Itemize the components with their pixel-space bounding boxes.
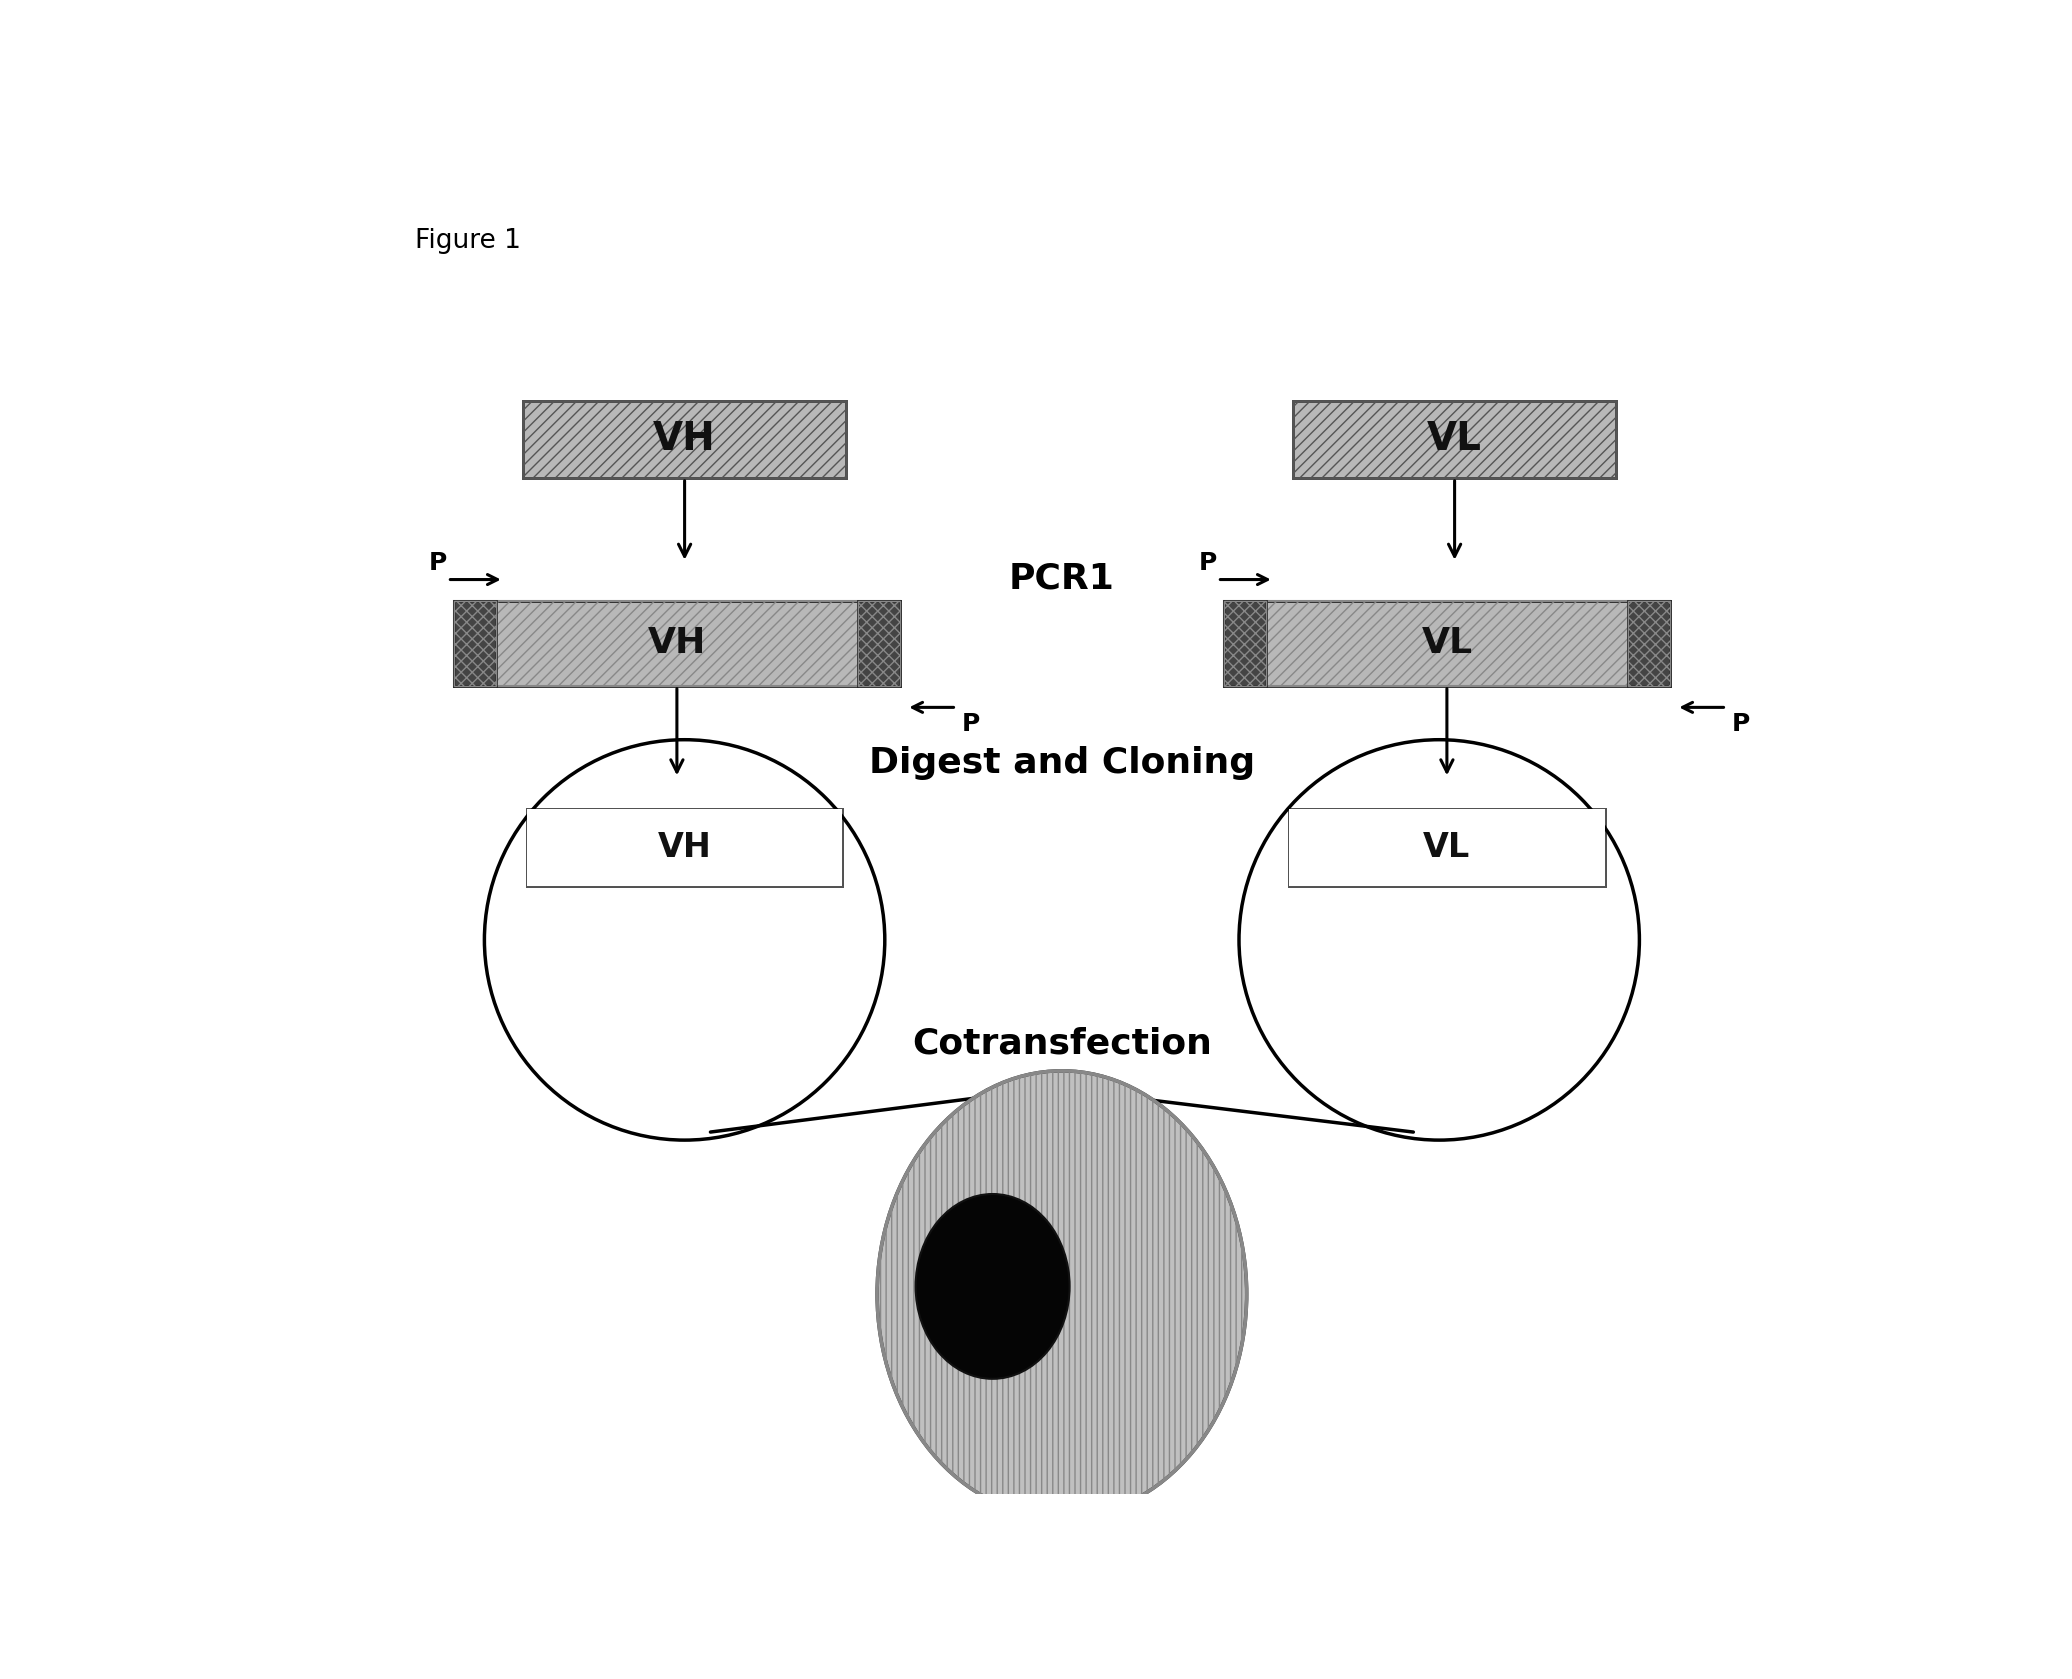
Bar — [522, 401, 845, 479]
Bar — [1225, 601, 1266, 685]
Ellipse shape — [916, 1194, 1069, 1378]
Bar — [522, 401, 845, 479]
Text: PCR1: PCR1 — [1009, 561, 1115, 594]
Bar — [454, 601, 495, 685]
Bar — [1289, 809, 1604, 887]
Bar — [1289, 809, 1604, 887]
Text: VH: VH — [649, 626, 707, 660]
Bar — [858, 601, 899, 685]
Text: VL: VL — [1423, 831, 1471, 865]
Text: Figure 1: Figure 1 — [414, 228, 520, 254]
Text: VH: VH — [653, 420, 717, 458]
Bar — [858, 601, 899, 685]
Bar — [1225, 601, 1670, 685]
Bar — [1225, 601, 1670, 685]
Text: Digest and Cloning: Digest and Cloning — [868, 745, 1256, 779]
Bar — [454, 601, 899, 685]
Bar — [526, 809, 843, 887]
Bar — [454, 601, 495, 685]
Text: VL: VL — [1421, 626, 1473, 660]
Bar — [1293, 401, 1616, 479]
Bar — [1225, 601, 1266, 685]
Bar — [526, 809, 843, 887]
Bar — [1293, 401, 1616, 479]
Bar — [1629, 601, 1670, 685]
Text: P: P — [1200, 551, 1218, 574]
Text: P: P — [429, 551, 448, 574]
Text: VL: VL — [1428, 420, 1481, 458]
Ellipse shape — [876, 1071, 1247, 1518]
Text: Cotransfection: Cotransfection — [912, 1028, 1212, 1061]
Bar — [454, 601, 899, 685]
Text: P: P — [1732, 712, 1751, 737]
Bar — [1289, 809, 1604, 887]
Text: VH: VH — [657, 831, 711, 865]
Text: P: P — [961, 712, 980, 737]
Bar — [526, 809, 843, 887]
Bar — [1629, 601, 1670, 685]
